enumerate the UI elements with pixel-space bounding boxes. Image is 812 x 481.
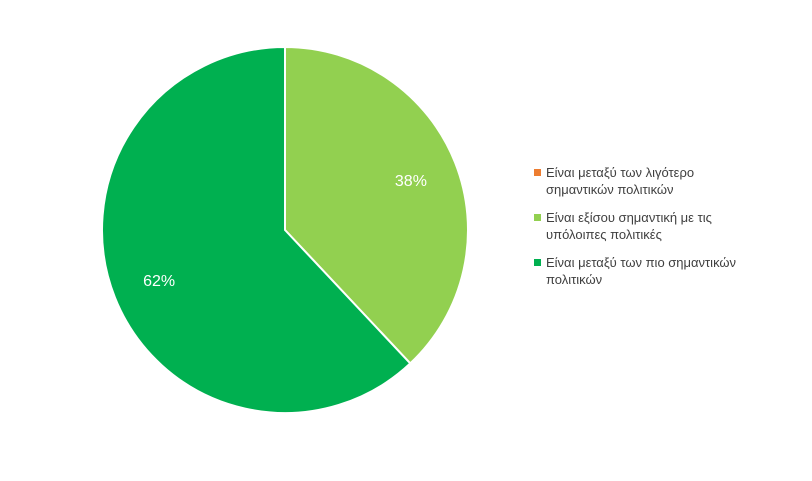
- pie-slice: [284, 45, 469, 365]
- legend-item: Είναι εξίσου σημαντική με τις υπόλοιπες …: [534, 209, 774, 243]
- legend-swatch-orange: [534, 169, 541, 176]
- legend-swatch-green: [534, 259, 541, 266]
- legend-item: Είναι μεταξύ των πιο σημαντικών πολιτικώ…: [534, 254, 774, 288]
- legend-label: Είναι εξίσου σημαντική με τις υπόλοιπες …: [546, 210, 712, 242]
- legend-label: Είναι μεταξύ των πιο σημαντικών πολιτικώ…: [546, 255, 737, 287]
- legend-item: Είναι μεταξύ των λιγότερο σημαντικών πολ…: [534, 164, 774, 198]
- legend-swatch-light-green: [534, 214, 541, 221]
- slice-data-label: 38%: [395, 173, 427, 190]
- slice-data-label: 62%: [143, 273, 175, 290]
- pie-slice: [101, 45, 412, 414]
- legend: Είναι μεταξύ των λιγότερο σημαντικών πολ…: [534, 164, 774, 299]
- legend-label: Είναι μεταξύ των λιγότερο σημαντικών πολ…: [546, 165, 695, 197]
